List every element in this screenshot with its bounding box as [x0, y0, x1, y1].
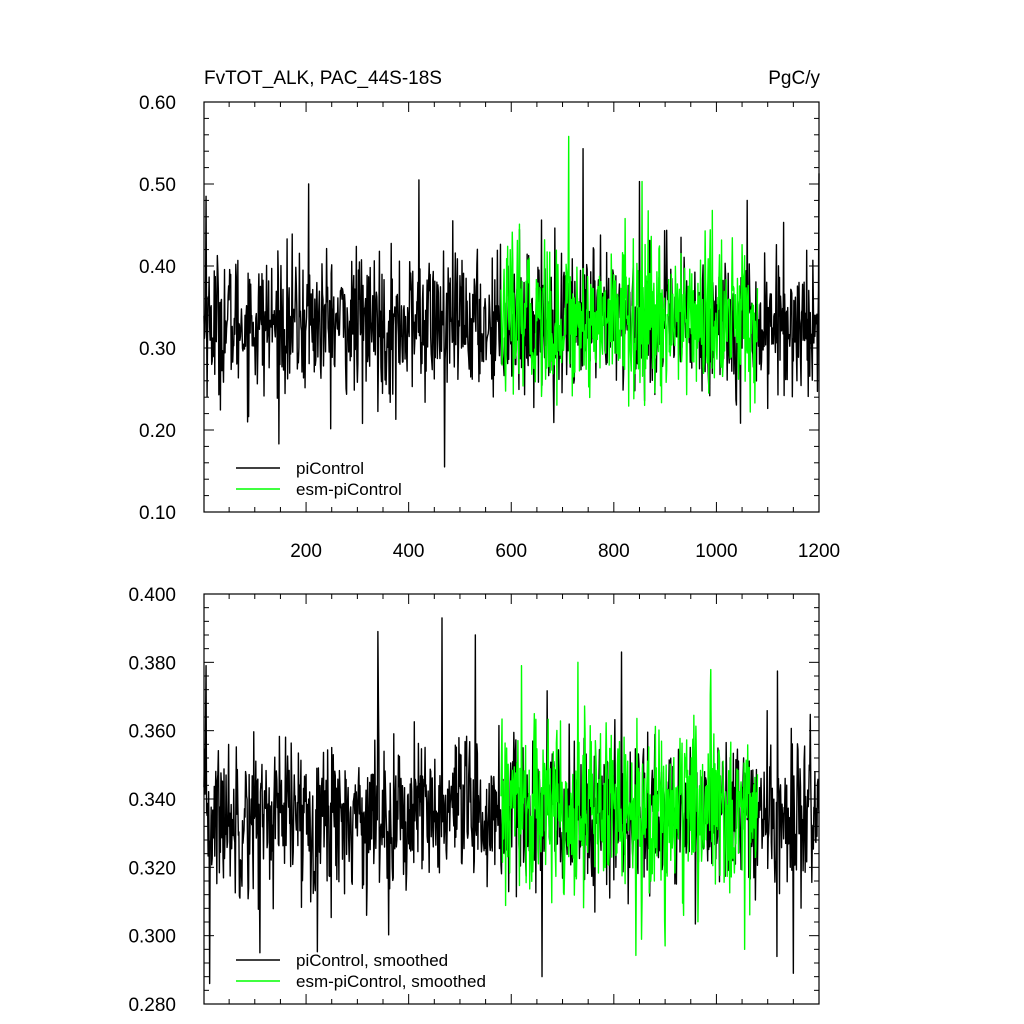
legend-label: piControl, smoothed — [296, 951, 448, 970]
x-tick-label: 400 — [393, 541, 425, 562]
y-tick-label: 0.10 — [139, 503, 176, 524]
y-tick-label: 0.380 — [128, 653, 176, 674]
series-line-esm-picontrol — [500, 135, 759, 413]
x-tick-label: 200 — [290, 541, 322, 562]
x-tick-label: 800 — [598, 541, 630, 562]
y-tick-label: 0.300 — [128, 927, 176, 948]
legend-label: esm-piControl, smoothed — [296, 972, 486, 991]
legend-label: piControl — [296, 459, 364, 478]
y-tick-label: 0.60 — [139, 93, 176, 114]
y-tick-label: 0.50 — [139, 175, 176, 196]
y-tick-label: 0.40 — [139, 257, 176, 278]
y-tick-label: 0.20 — [139, 421, 176, 442]
y-tick-label: 0.400 — [128, 585, 176, 606]
y-tick-label: 0.30 — [139, 339, 176, 360]
x-tick-label: 1000 — [695, 541, 737, 562]
y-tick-label: 0.360 — [128, 722, 176, 743]
x-tick-label: 600 — [495, 541, 527, 562]
y-tick-label: 0.320 — [128, 858, 176, 879]
y-tick-label: 0.280 — [128, 995, 176, 1016]
top-panel: FvTOT_ALK, PAC_44S-18S PgC/y 0.10 0.20 0.3… — [139, 68, 840, 562]
bottom-panel: 0.280 0.300 0.320 0.340 0.360 0.380 0.400 piCo… — [128, 585, 820, 1016]
legend-label: esm-piControl — [296, 480, 402, 499]
y-tick-label: 0.340 — [128, 790, 176, 811]
chart-title: FvTOT_ALK, PAC_44S-18S — [204, 68, 442, 89]
units-label: PgC/y — [768, 68, 820, 89]
x-tick-label: 1200 — [798, 541, 840, 562]
series-line-esm-picontrol-smoothed — [500, 661, 759, 957]
